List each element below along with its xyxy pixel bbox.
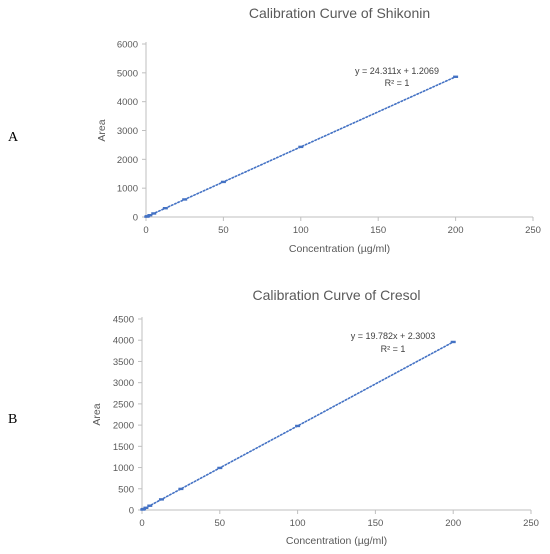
y-tick-label: 2000	[113, 421, 134, 432]
x-tick-label: 50	[218, 225, 229, 236]
y-tick-label: 0	[133, 213, 138, 224]
y-tick-label: 3500	[113, 357, 134, 368]
y-tick-label: 2500	[113, 399, 134, 410]
panel-label-b: B	[8, 412, 18, 427]
r-squared-label: R² = 1	[385, 78, 410, 88]
data-point	[147, 504, 153, 507]
y-tick-label: 5000	[117, 68, 138, 79]
chart-title: Calibration Curve of Cresol	[252, 287, 420, 303]
x-tick-label: 0	[143, 225, 148, 236]
y-tick-label: 0	[129, 506, 134, 517]
panel-label-a: A	[8, 130, 19, 145]
data-point	[295, 424, 301, 428]
y-tick-label: 4000	[113, 336, 134, 347]
chart-2: Calibration Curve of Cresol0500100015002…	[91, 287, 539, 547]
y-tick-label: 4500	[113, 315, 134, 326]
chart-1: Calibration Curve of Shikonin01000200030…	[96, 5, 541, 255]
data-point	[220, 180, 226, 184]
r-squared-label: R² = 1	[381, 344, 406, 354]
y-tick-label: 3000	[117, 126, 138, 137]
data-point	[298, 145, 304, 149]
data-point	[178, 487, 184, 491]
data-point	[162, 207, 168, 210]
y-tick-label: 6000	[117, 40, 138, 51]
x-tick-label: 100	[293, 225, 309, 236]
trendline-equation: y = 19.782x + 2.3003	[351, 331, 436, 341]
y-axis-label: Area	[96, 119, 108, 141]
y-tick-label: 2000	[117, 155, 138, 166]
x-tick-label: 250	[523, 518, 539, 529]
x-tick-label: 200	[448, 225, 464, 236]
data-point	[453, 75, 459, 78]
data-point	[141, 507, 147, 511]
y-tick-label: 3000	[113, 378, 134, 389]
x-tick-label: 50	[215, 518, 226, 529]
x-tick-label: 150	[367, 518, 383, 529]
x-axis-label: Concentration (µg/ml)	[286, 535, 387, 547]
x-tick-label: 150	[370, 225, 386, 236]
y-tick-label: 1000	[117, 184, 138, 195]
x-tick-label: 250	[525, 225, 541, 236]
data-point	[182, 198, 188, 201]
x-axis-label: Concentration (µg/ml)	[289, 243, 390, 255]
trendline-equation: y = 24.311x + 1.2069	[355, 66, 439, 76]
x-tick-label: 200	[445, 518, 461, 529]
x-tick-label: 0	[139, 518, 144, 529]
chart-title: Calibration Curve of Shikonin	[249, 5, 430, 21]
data-point	[217, 466, 223, 470]
y-axis-label: Area	[91, 403, 103, 425]
data-point	[147, 214, 153, 217]
y-tick-label: 500	[118, 484, 134, 495]
data-point	[151, 212, 157, 215]
y-tick-label: 1500	[113, 442, 134, 453]
y-tick-label: 4000	[117, 97, 138, 108]
y-tick-label: 1000	[113, 463, 134, 474]
data-point	[450, 340, 456, 344]
data-point	[158, 498, 164, 501]
x-tick-label: 100	[290, 518, 306, 529]
data-point	[143, 506, 149, 509]
